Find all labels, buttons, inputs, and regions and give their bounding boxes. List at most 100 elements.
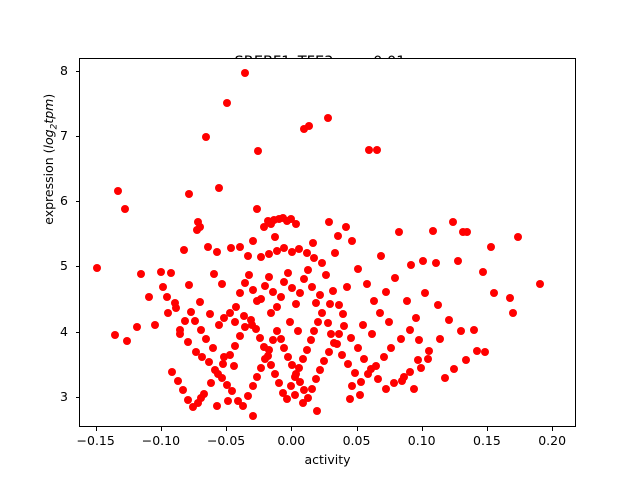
- scatter-point: [137, 269, 146, 278]
- scatter-point: [230, 318, 239, 327]
- scatter-point: [332, 340, 341, 349]
- scatter-point: [296, 289, 305, 298]
- scatter-point: [181, 316, 190, 325]
- x-tick-label: 0.10: [407, 433, 436, 448]
- scatter-point: [210, 269, 219, 278]
- scatter-point: [122, 337, 131, 346]
- y-tick-label: 6: [60, 193, 68, 209]
- scatter-point: [253, 372, 262, 381]
- scatter-point: [249, 411, 258, 420]
- scatter-point: [276, 292, 285, 301]
- y-tick-label: 8: [60, 63, 68, 79]
- x-tick-label: 0.00: [277, 433, 306, 448]
- x-axis-label: activity: [304, 452, 351, 467]
- scatter-point: [259, 342, 268, 351]
- scatter-point: [290, 372, 299, 381]
- scatter-point: [298, 398, 307, 407]
- x-tick-label: 0.05: [342, 433, 371, 448]
- scatter-point: [197, 393, 206, 402]
- x-tick-mark: [552, 427, 554, 431]
- scatter-point: [356, 391, 365, 400]
- scatter-point: [344, 359, 353, 368]
- scatter-point: [292, 299, 301, 308]
- scatter-point: [481, 348, 490, 357]
- scatter-point: [189, 402, 198, 411]
- scatter-point: [303, 393, 312, 402]
- scatter-point: [264, 345, 273, 354]
- scatter-point: [173, 376, 182, 385]
- scatter-point: [412, 314, 421, 323]
- scatter-point: [384, 318, 393, 327]
- scatter-point: [275, 379, 284, 388]
- y-tick-mark: [75, 266, 79, 268]
- scatter-point: [390, 379, 399, 388]
- plot-area: [79, 58, 576, 427]
- scatter-point: [243, 251, 252, 260]
- scatter-point: [315, 366, 324, 375]
- scatter-point: [353, 264, 362, 273]
- scatter-point: [253, 204, 262, 213]
- scatter-point: [346, 333, 355, 342]
- x-tick-label: −0.05: [206, 433, 246, 448]
- scatter-point: [414, 336, 423, 345]
- scatter-point: [405, 325, 414, 334]
- y-tick-label: 3: [60, 388, 68, 404]
- scatter-point: [324, 217, 333, 226]
- scatter-point: [164, 309, 173, 318]
- y-axis-label: expression (log2tpm): [40, 93, 60, 225]
- scatter-point: [197, 325, 206, 334]
- scatter-point: [233, 396, 242, 405]
- scatter-point: [241, 323, 250, 332]
- scatter-point: [267, 220, 276, 229]
- scatter-point: [283, 395, 292, 403]
- scatter-point: [508, 309, 517, 318]
- scatter-point: [292, 220, 301, 229]
- scatter-point: [403, 297, 412, 306]
- scatter-point: [202, 133, 211, 142]
- scatter-point: [350, 368, 359, 377]
- scatter-point: [306, 336, 315, 345]
- scatter-point: [307, 282, 316, 291]
- scatter-point: [425, 346, 434, 355]
- scatter-point: [224, 396, 233, 405]
- scatter-point: [212, 401, 221, 410]
- scatter-point: [298, 354, 307, 363]
- scatter-point: [194, 398, 203, 407]
- scatter-point: [249, 237, 258, 246]
- scatter-point: [241, 279, 250, 288]
- scatter-point: [227, 243, 236, 252]
- scatter-point: [259, 223, 268, 232]
- y-tick-mark: [75, 136, 79, 138]
- scatter-point: [217, 280, 226, 289]
- scatter-point: [290, 391, 299, 400]
- scatter-point: [288, 361, 297, 370]
- scatter-point: [340, 322, 349, 331]
- scatter-point: [405, 367, 414, 376]
- y-tick-label: 4: [60, 323, 68, 339]
- scatter-point: [185, 190, 194, 199]
- scatter-point: [285, 318, 294, 327]
- scatter-point: [263, 352, 272, 361]
- scatter-point: [198, 353, 207, 362]
- scatter-point: [319, 357, 328, 366]
- scatter-point: [113, 186, 122, 195]
- scatter-point: [251, 324, 260, 333]
- scatter-point: [121, 205, 130, 214]
- scatter-point: [186, 307, 195, 316]
- scatter-point: [360, 354, 369, 363]
- scatter-point: [257, 294, 265, 303]
- scatter-point: [180, 245, 189, 254]
- scatter-point: [365, 146, 374, 155]
- scatter-point: [311, 375, 320, 384]
- scatter-point: [279, 388, 288, 397]
- scatter-point: [486, 242, 495, 251]
- scatter-point: [267, 361, 276, 370]
- scatter-point: [400, 372, 409, 381]
- scatter-point: [225, 350, 234, 359]
- y-tick-label: 7: [60, 128, 68, 144]
- y-tick-label: 5: [60, 258, 68, 274]
- scatter-point: [220, 314, 229, 323]
- scatter-point: [335, 301, 344, 310]
- scatter-point: [463, 228, 472, 237]
- scatter-point: [257, 363, 265, 372]
